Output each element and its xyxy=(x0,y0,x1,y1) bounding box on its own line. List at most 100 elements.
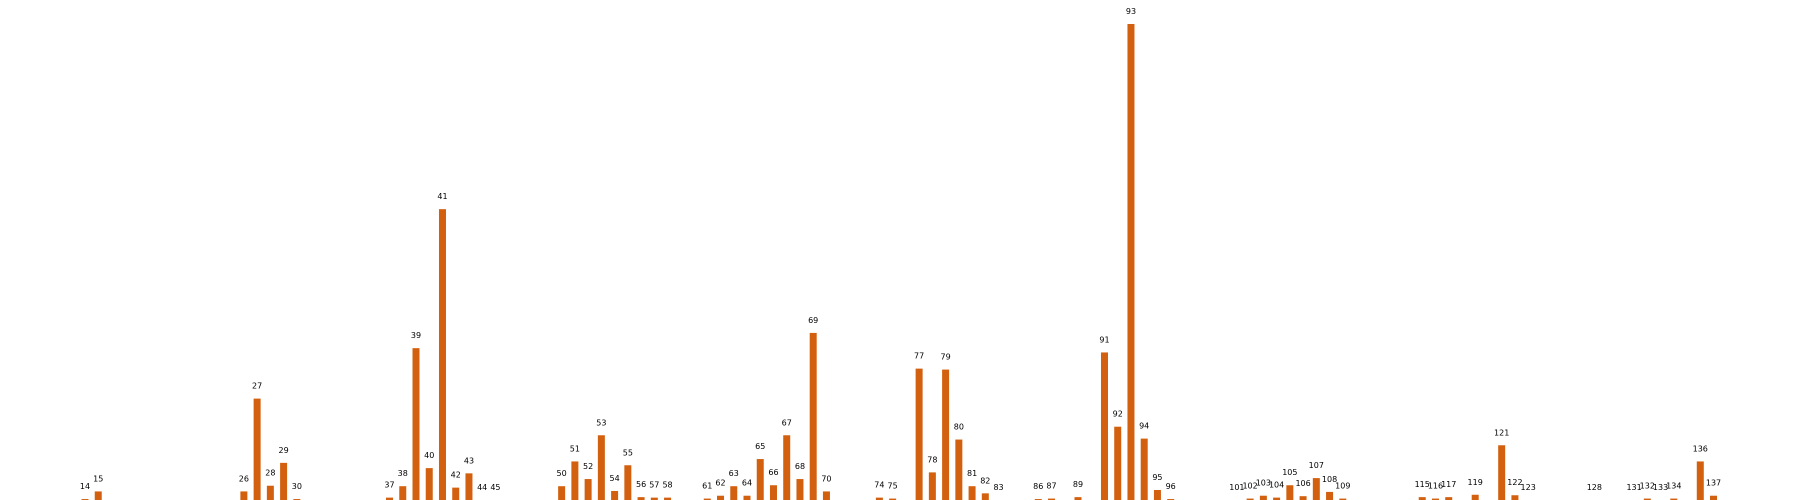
bar-label-115: 115 xyxy=(1415,480,1430,489)
bar-label-102: 102 xyxy=(1242,482,1257,491)
bar-label-134: 134 xyxy=(1666,482,1681,491)
bar-61 xyxy=(703,498,711,500)
bar-29 xyxy=(280,462,288,500)
bar-label-94: 94 xyxy=(1139,422,1149,431)
bar-label-109: 109 xyxy=(1335,482,1350,491)
bar-66 xyxy=(769,485,777,500)
bar-87 xyxy=(1048,498,1056,500)
bar-label-37: 37 xyxy=(384,481,394,490)
bar-label-52: 52 xyxy=(583,462,593,471)
bar-label-123: 123 xyxy=(1521,483,1536,492)
bar-label-92: 92 xyxy=(1113,410,1123,419)
bar-label-43: 43 xyxy=(464,456,474,465)
bar-68 xyxy=(796,479,804,500)
bar-107 xyxy=(1312,478,1320,500)
bar-42 xyxy=(452,487,460,500)
bar-label-108: 108 xyxy=(1322,475,1337,484)
bar-label-70: 70 xyxy=(821,474,831,483)
bar-69 xyxy=(809,332,817,500)
bar-label-75: 75 xyxy=(888,482,898,491)
bar-103 xyxy=(1259,495,1267,500)
bar-label-103: 103 xyxy=(1256,479,1271,488)
bar-label-122: 122 xyxy=(1507,478,1522,487)
bar-label-116: 116 xyxy=(1428,482,1443,491)
bar-label-51: 51 xyxy=(570,444,580,453)
bar-label-53: 53 xyxy=(596,418,606,427)
bar-label-83: 83 xyxy=(993,483,1003,492)
bar-116 xyxy=(1431,498,1439,500)
bar-121 xyxy=(1498,445,1506,500)
bar-132 xyxy=(1643,498,1651,500)
bar-105 xyxy=(1286,485,1294,500)
bar-58 xyxy=(664,497,672,500)
bar-label-56: 56 xyxy=(636,480,646,489)
bar-134 xyxy=(1670,498,1678,500)
bar-119 xyxy=(1471,494,1479,500)
bar-label-128: 128 xyxy=(1587,483,1602,492)
bar-57 xyxy=(650,497,658,500)
bar-label-40: 40 xyxy=(424,451,434,460)
bar-label-54: 54 xyxy=(610,474,620,483)
bar-label-30: 30 xyxy=(292,482,302,491)
bar-65 xyxy=(756,459,764,500)
bar-label-96: 96 xyxy=(1166,482,1176,491)
bar-label-133: 133 xyxy=(1653,483,1668,492)
bar-70 xyxy=(822,491,830,500)
bar-117 xyxy=(1445,497,1453,500)
bar-label-41: 41 xyxy=(437,192,447,201)
bar-label-27: 27 xyxy=(252,382,262,391)
bar-label-106: 106 xyxy=(1295,479,1310,488)
bar-label-131: 131 xyxy=(1626,483,1641,492)
bar-label-104: 104 xyxy=(1269,481,1284,490)
bar-label-132: 132 xyxy=(1640,482,1655,491)
bar-label-136: 136 xyxy=(1693,444,1708,453)
bar-label-44: 44 xyxy=(477,483,487,492)
bar-label-14: 14 xyxy=(80,482,90,491)
bar-label-65: 65 xyxy=(755,442,765,451)
bar-104 xyxy=(1273,497,1281,500)
bar-label-55: 55 xyxy=(623,448,633,457)
bar-label-81: 81 xyxy=(967,469,977,478)
bar-label-82: 82 xyxy=(980,476,990,485)
bar-label-86: 86 xyxy=(1033,482,1043,491)
bar-label-29: 29 xyxy=(279,446,289,455)
bar-label-117: 117 xyxy=(1441,480,1456,489)
bar-label-39: 39 xyxy=(411,331,421,340)
bar-label-63: 63 xyxy=(729,469,739,478)
bar-28 xyxy=(266,485,274,500)
bar-81 xyxy=(968,486,976,500)
bar-series xyxy=(81,24,1718,500)
bar-label-45: 45 xyxy=(490,483,500,492)
bar-78 xyxy=(928,472,936,500)
bar-64 xyxy=(743,495,751,500)
bar-label-15: 15 xyxy=(93,474,103,483)
bar-108 xyxy=(1326,491,1334,500)
bar-38 xyxy=(399,486,407,500)
bar-89 xyxy=(1074,497,1082,500)
bar-label-78: 78 xyxy=(927,455,937,464)
bar-label-93: 93 xyxy=(1126,7,1136,16)
bar-40 xyxy=(425,468,433,500)
bar-label-26: 26 xyxy=(239,474,249,483)
bar-91 xyxy=(1100,352,1108,500)
bar-label-89: 89 xyxy=(1073,480,1083,489)
bar-52 xyxy=(584,479,592,500)
bar-79 xyxy=(942,369,950,500)
bar-75 xyxy=(889,498,897,500)
bar-label-58: 58 xyxy=(662,481,672,490)
bar-label-87: 87 xyxy=(1046,482,1056,491)
bar-label-62: 62 xyxy=(715,479,725,488)
bar-80 xyxy=(955,439,963,500)
bar-label-101: 101 xyxy=(1229,483,1244,492)
bar-74 xyxy=(875,497,883,500)
bar-label-74: 74 xyxy=(874,481,884,490)
bar-label-105: 105 xyxy=(1282,468,1297,477)
bar-95 xyxy=(1153,490,1161,500)
bar-62 xyxy=(717,495,725,500)
bar-43 xyxy=(465,473,473,500)
bar-77 xyxy=(915,368,923,500)
bar-label-50: 50 xyxy=(557,469,567,478)
bar-label-61: 61 xyxy=(702,482,712,491)
